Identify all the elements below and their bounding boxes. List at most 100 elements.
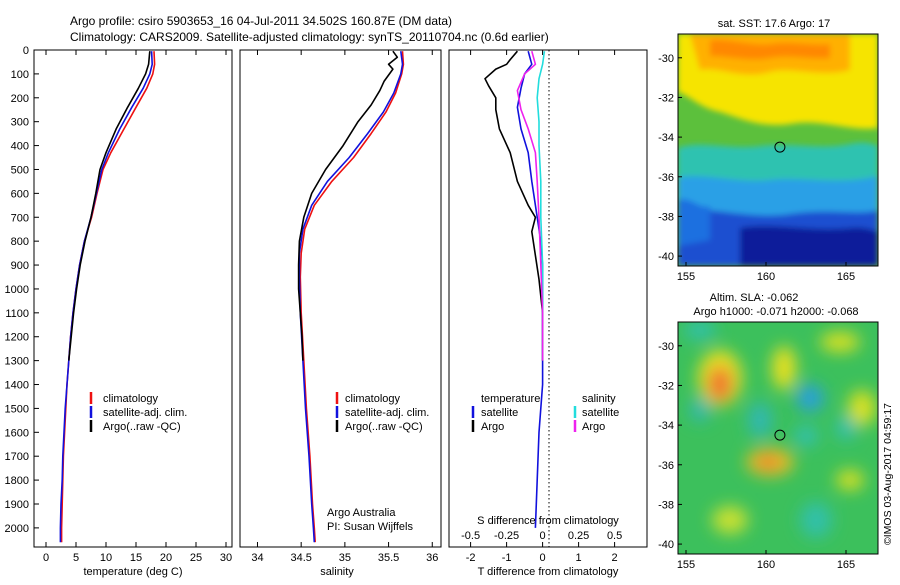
x-tick-label: 35.5 <box>378 552 399 564</box>
s-tick-label: 0.25 <box>568 530 589 542</box>
x-tick-label: -1 <box>502 552 512 564</box>
map-y-tick-label: -30 <box>658 53 674 65</box>
x-tick-label: 34.5 <box>290 552 311 564</box>
map-x-tick-label: 165 <box>837 271 855 283</box>
x-tick-label: 10 <box>100 552 112 564</box>
legend-label-t-satellite: satellite <box>481 407 518 419</box>
series-line-climatology <box>299 51 405 543</box>
y-tick-label: 800 <box>11 236 29 248</box>
legend-title-temperature: temperature <box>481 393 540 405</box>
map-x-tick-label: 160 <box>757 559 775 571</box>
sla-map-subtitle: Argo h1000: -0.071 h2000: -0.068 <box>693 306 858 318</box>
map-y-tick-label: -34 <box>658 420 674 432</box>
series-line-salinity-satellite <box>536 51 546 361</box>
salinity-legend: climatology satellite-adj. clim. Argo(..… <box>335 392 429 433</box>
s-difference-label: S difference from climatology <box>477 515 619 527</box>
temperature-axes-box <box>33 49 233 548</box>
y-tick-label: 500 <box>11 164 29 176</box>
sla-map-frame <box>677 321 879 555</box>
x-tick-label: 25 <box>190 552 202 564</box>
figure-title-line1: Argo profile: csiro 5903653_16 04-Jul-20… <box>70 14 452 28</box>
sla-map-title: Altim. SLA: -0.062 <box>710 292 799 304</box>
y-tick-label: 1400 <box>5 380 29 392</box>
legend-label-s-satellite: satellite <box>582 407 619 419</box>
legend-title-salinity: salinity <box>582 393 616 405</box>
sst-map-panel: sat. SST: 17.6 Argo: 17 155 160 165 -30 -32 -… <box>658 18 879 283</box>
y-tick-label: 1700 <box>5 451 29 463</box>
series-line-satellite-adj-clim- <box>298 51 404 543</box>
salinity-xlabel: salinity <box>320 566 354 578</box>
argo-australia-label: Argo Australia <box>327 507 396 519</box>
y-tick-label: 1500 <box>5 403 29 415</box>
difference-axes-box <box>448 49 648 548</box>
map-y-tick-label: -36 <box>658 172 674 184</box>
series-line-temperature-argo <box>484 50 544 361</box>
map-y-tick-label: -40 <box>658 251 674 263</box>
argo-float-marker-sla <box>774 429 786 441</box>
sst-heatmap <box>678 34 878 266</box>
x-tick-label: 20 <box>160 552 172 564</box>
y-tick-label: 600 <box>11 188 29 200</box>
salinity-panel: 34 34.5 35 35.5 36 salinity climatology sate… <box>239 49 442 578</box>
y-tick-label: 1000 <box>5 284 29 296</box>
map-y-tick-label: -36 <box>658 460 674 472</box>
map-x-tick-label: 155 <box>677 559 695 571</box>
series-line-temperature-satellite <box>516 50 544 528</box>
x-tick-label: 36 <box>426 552 438 564</box>
map-y-tick-label: -38 <box>658 211 674 223</box>
x-tick-label: 2 <box>612 552 618 564</box>
y-tick-label: 700 <box>11 212 29 224</box>
y-tick-label: 100 <box>11 69 29 81</box>
s-tick-label: -0.25 <box>494 530 519 542</box>
legend-label-s-argo: Argo <box>582 421 605 433</box>
argo-float-marker-sst <box>774 141 786 153</box>
temperature-xlabel: temperature (deg C) <box>83 566 182 578</box>
series-line-satellite-adj-clim- <box>59 51 153 543</box>
figure-title-line2: Climatology: CARS2009. Satellite-adjuste… <box>70 30 549 44</box>
legend-label-t-argo: Argo <box>481 421 504 433</box>
map-y-tick-label: -30 <box>658 341 674 353</box>
salinity-axes-box <box>239 49 442 548</box>
difference-legend: temperature satellite Argo salinity sate… <box>471 393 619 433</box>
s-tick-label: 0 <box>540 530 546 542</box>
legend-label-satellite: satellite-adj. clim. <box>345 407 429 419</box>
sst-map-title: sat. SST: 17.6 Argo: 17 <box>718 18 831 30</box>
y-tick-label: 1200 <box>5 332 29 344</box>
legend-label-climatology: climatology <box>103 393 159 405</box>
map-y-tick-label: -34 <box>658 132 674 144</box>
s-tick-label: -0.5 <box>461 530 480 542</box>
map-y-tick-label: -40 <box>658 539 674 551</box>
t-difference-xlabel: T difference from climatology <box>478 566 619 578</box>
series-line-argo-raw-qc- <box>297 50 399 361</box>
series-line-argo-raw-qc- <box>68 51 151 361</box>
legend-label-satellite: satellite-adj. clim. <box>103 407 187 419</box>
y-tick-label: 0 <box>23 45 29 57</box>
x-tick-label: 30 <box>220 552 232 564</box>
sst-map-frame <box>677 33 879 267</box>
x-tick-label: 0 <box>43 552 49 564</box>
x-tick-label: 34 <box>251 552 263 564</box>
temperature-legend: climatology satellite-adj. clim. Argo(..… <box>89 392 187 433</box>
sla-heatmap <box>678 322 878 554</box>
series-line-salinity-argo <box>516 50 544 361</box>
legend-label-argo: Argo(..raw -QC) <box>345 421 423 433</box>
pi-label: PI: Susan Wijffels <box>327 521 413 533</box>
map-x-tick-label: 160 <box>757 271 775 283</box>
y-tick-label: 200 <box>11 93 29 105</box>
map-y-tick-label: -38 <box>658 499 674 511</box>
x-tick-label: 1 <box>576 552 582 564</box>
y-tick-label: 1800 <box>5 475 29 487</box>
y-tick-label: 1300 <box>5 356 29 368</box>
x-tick-label: 5 <box>73 552 79 564</box>
map-x-tick-label: 155 <box>677 271 695 283</box>
imos-credit: ©IMOS 03-Aug-2017 04:59:17 <box>882 403 894 545</box>
x-tick-label: -2 <box>466 552 476 564</box>
x-tick-label: 0 <box>540 552 546 564</box>
map-y-tick-label: -32 <box>658 92 674 104</box>
x-tick-label: 15 <box>130 552 142 564</box>
y-tick-label: 1900 <box>5 499 29 511</box>
legend-label-climatology: climatology <box>345 393 401 405</box>
legend-label-argo: Argo(..raw -QC) <box>103 421 181 433</box>
y-tick-label: 400 <box>11 141 29 153</box>
